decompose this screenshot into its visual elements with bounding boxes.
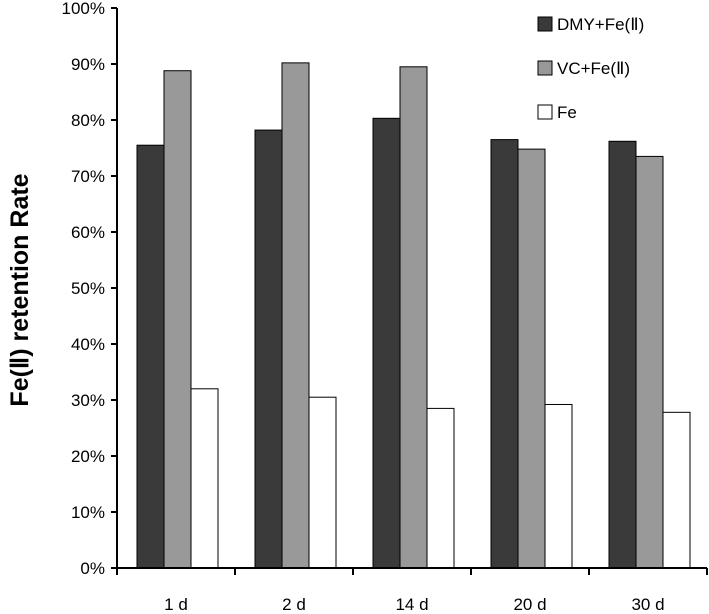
y-tick-label: 70% — [71, 167, 105, 186]
x-category-label: 1 d — [164, 595, 188, 614]
bar-series-0-cat-4 — [608, 140, 637, 569]
bar-series-2-cat-0 — [190, 388, 219, 569]
legend-label-2: Fe — [557, 103, 577, 122]
bar-series-2-cat-4 — [662, 411, 691, 569]
x-category-label: 30 d — [631, 595, 664, 614]
y-tick-label: 60% — [71, 223, 105, 242]
y-tick-label: 30% — [71, 391, 105, 410]
bar-series-1-cat-2 — [399, 66, 428, 569]
legend-swatch-1 — [537, 60, 553, 76]
x-axis-ticks: 1 d 2 d 14 d 20 d 30 d — [116, 568, 708, 614]
bar-series — [136, 62, 691, 569]
y-tick-label: 50% — [71, 279, 105, 298]
legend-swatch-0 — [537, 16, 553, 32]
y-tick-label: 100% — [62, 0, 105, 18]
bar-series-1-cat-0 — [163, 70, 192, 569]
x-category-label: 2 d — [282, 595, 306, 614]
bar-series-0-cat-2 — [372, 117, 401, 569]
bar-series-2-cat-1 — [308, 396, 337, 569]
legend-swatch-2 — [537, 104, 553, 120]
bar-series-1-cat-4 — [635, 155, 664, 569]
legend-label-0: DMY+Fe(Ⅱ) — [557, 15, 644, 34]
y-axis-label: Fe(Ⅱ) retention Rate — [6, 173, 34, 406]
y-axis-ticks: 0% 10% 20% 30% 40% 50% 60% 70% 80% 90% 100% — [62, 0, 117, 578]
x-category-label: 14 d — [395, 595, 428, 614]
y-tick-label: 90% — [71, 55, 105, 74]
bar-series-2-cat-3 — [544, 403, 573, 569]
legend: DMY+Fe(Ⅱ) VC+Fe(Ⅱ) Fe — [537, 15, 644, 122]
y-tick-label: 20% — [71, 447, 105, 466]
bar-series-2-cat-2 — [426, 407, 455, 569]
y-tick-label: 40% — [71, 335, 105, 354]
bar-series-1-cat-1 — [281, 62, 310, 569]
bar-series-0-cat-0 — [136, 144, 165, 569]
y-tick-label: 80% — [71, 111, 105, 130]
bar-series-0-cat-1 — [254, 129, 283, 569]
bar-series-0-cat-3 — [490, 139, 519, 569]
bar-series-1-cat-3 — [517, 148, 546, 569]
y-tick-label: 10% — [71, 503, 105, 522]
x-category-label: 20 d — [513, 595, 546, 614]
legend-label-1: VC+Fe(Ⅱ) — [557, 59, 630, 78]
y-tick-label: 0% — [80, 559, 105, 578]
